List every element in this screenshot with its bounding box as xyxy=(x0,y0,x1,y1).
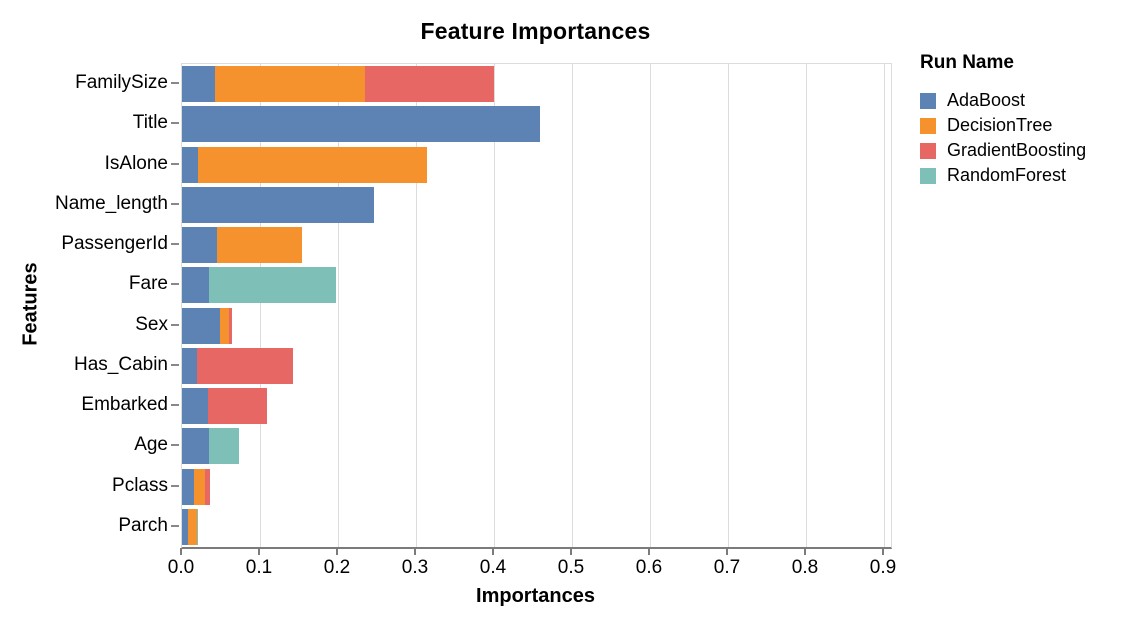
gridline-0.7 xyxy=(728,64,729,547)
gridline-0.5 xyxy=(572,64,573,547)
y-tick-label-Pclass: Pclass xyxy=(112,474,168,496)
legend-item-DecisionTree: DecisionTree xyxy=(920,113,1132,138)
gridline-0.6 xyxy=(650,64,651,547)
legend-label: GradientBoosting xyxy=(947,140,1087,160)
x-tick-mark-0.2 xyxy=(336,548,338,555)
x-tick-label-0.4: 0.4 xyxy=(479,557,507,578)
y-tick-mark xyxy=(171,82,179,85)
gridline-0.2 xyxy=(338,64,339,547)
y-tick-label-Sex: Sex xyxy=(135,313,168,335)
legend-swatch-icon xyxy=(920,167,936,184)
legend: Run Name AdaBoost DecisionTree GradientBoo… xyxy=(920,52,1132,188)
y-tick-mark xyxy=(171,484,179,487)
bar-segment-Title-AdaBoost xyxy=(182,106,541,143)
bar-segment-Fare-AdaBoost xyxy=(182,267,210,304)
x-axis-title: Importances xyxy=(476,585,595,607)
y-tick-mark xyxy=(171,444,179,447)
legend-items: AdaBoost DecisionTree GradientBoosting Rand… xyxy=(920,88,1132,188)
legend-label: RandomForest xyxy=(947,165,1067,185)
legend-swatch-icon xyxy=(920,117,936,134)
legend-item-RandomForest: RandomForest xyxy=(920,163,1132,188)
x-tick-mark-0.1 xyxy=(258,548,260,555)
legend-label: AdaBoost xyxy=(947,90,1026,110)
gridline-0.9 xyxy=(884,64,885,547)
bar-segment-Has_Cabin-GradientBoosting xyxy=(182,347,293,384)
chart-title: Feature Importances xyxy=(420,18,651,44)
x-tick-label-0.1: 0.1 xyxy=(245,557,273,578)
y-tick-label-Fare: Fare xyxy=(128,273,168,295)
y-tick-mark xyxy=(171,524,179,527)
x-tick-mark-0.4 xyxy=(492,548,494,555)
y-tick-label-Age: Age xyxy=(134,434,168,456)
y-tick-label-IsAlone: IsAlone xyxy=(104,152,168,174)
bar-segment-Has_Cabin-AdaBoost xyxy=(182,347,197,384)
bar-segment-Name_length-AdaBoost xyxy=(182,186,374,223)
legend-swatch-icon xyxy=(920,142,936,159)
plot-area xyxy=(181,63,892,549)
x-tick-label-0.5: 0.5 xyxy=(557,557,585,578)
y-tick-label-Has_Cabin: Has_Cabin xyxy=(74,353,168,375)
gridline-0.3 xyxy=(416,64,417,547)
x-tick-mark-0.9 xyxy=(882,548,884,555)
x-tick-mark-0.0 xyxy=(180,548,182,555)
y-tick-mark xyxy=(171,283,179,286)
x-tick-mark-0.6 xyxy=(648,548,650,555)
y-axis-title: Features xyxy=(19,262,42,346)
bar-segment-Embarked-AdaBoost xyxy=(182,388,208,425)
y-tick-label-PassengerId: PassengerId xyxy=(61,233,168,255)
legend-item-AdaBoost: AdaBoost xyxy=(920,88,1132,113)
x-tick-label-0.0: 0.0 xyxy=(167,557,195,578)
bar-segment-Pclass-AdaBoost xyxy=(182,468,194,505)
bar-segment-IsAlone-AdaBoost xyxy=(182,146,198,183)
bar-segment-PassengerId-AdaBoost xyxy=(182,227,218,264)
x-tick-mark-0.8 xyxy=(804,548,806,555)
y-tick-mark xyxy=(171,243,179,246)
gridline-0.4 xyxy=(494,64,495,547)
bar-segment-Parch-AdaBoost xyxy=(182,508,189,545)
x-tick-label-0.6: 0.6 xyxy=(635,557,663,578)
y-tick-label-Parch: Parch xyxy=(118,514,168,536)
legend-item-GradientBoosting: GradientBoosting xyxy=(920,138,1132,163)
y-tick-mark xyxy=(171,363,179,366)
y-tick-mark xyxy=(171,323,179,326)
y-tick-label-Embarked: Embarked xyxy=(81,394,168,416)
gridline-0.1 xyxy=(260,64,261,547)
x-tick-label-0.2: 0.2 xyxy=(323,557,351,578)
legend-swatch-icon xyxy=(920,92,936,109)
bar-segment-IsAlone-DecisionTree xyxy=(182,146,427,183)
y-tick-mark xyxy=(171,162,179,165)
bar-segment-Age-AdaBoost xyxy=(182,428,210,465)
x-tick-label-0.7: 0.7 xyxy=(713,557,741,578)
x-tick-mark-0.5 xyxy=(570,548,572,555)
x-tick-label-0.8: 0.8 xyxy=(791,557,819,578)
y-tick-label-FamilySize: FamilySize xyxy=(75,72,168,94)
bar-segment-Sex-AdaBoost xyxy=(182,307,221,344)
x-tick-label-0.3: 0.3 xyxy=(401,557,429,578)
y-tick-label-Name_length: Name_length xyxy=(54,192,168,214)
x-tick-mark-0.3 xyxy=(414,548,416,555)
y-tick-mark xyxy=(171,202,179,205)
x-tick-mark-0.7 xyxy=(726,548,728,555)
gridline-0.8 xyxy=(806,64,807,547)
y-tick-mark xyxy=(171,404,179,407)
y-tick-mark xyxy=(171,122,179,125)
x-tick-label-0.9: 0.9 xyxy=(869,557,897,578)
y-tick-label-Title: Title xyxy=(132,112,168,134)
legend-label: DecisionTree xyxy=(947,115,1053,135)
legend-title: Run Name xyxy=(920,52,1014,73)
bar-segment-FamilySize-AdaBoost xyxy=(182,66,215,103)
